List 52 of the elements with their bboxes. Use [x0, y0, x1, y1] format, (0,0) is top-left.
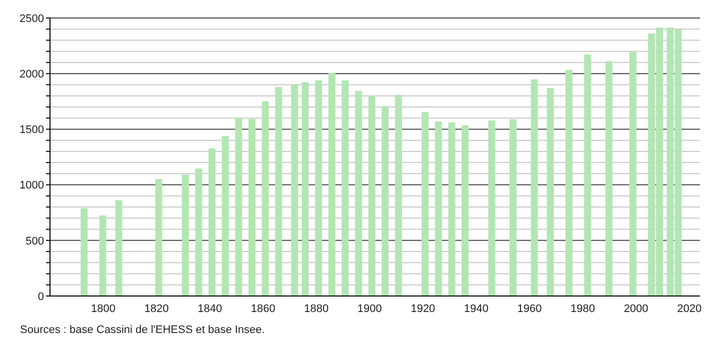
- bar: [355, 90, 362, 296]
- bar: [235, 118, 242, 296]
- bar: [530, 79, 538, 296]
- bar: [368, 96, 376, 296]
- bar: [195, 168, 202, 296]
- bar: [328, 72, 336, 296]
- bar: [510, 119, 517, 296]
- y-tick-label: 1000: [20, 180, 44, 192]
- x-tick-label: 1960: [517, 302, 542, 315]
- bar: [629, 52, 636, 296]
- y-tick-label: 500: [26, 235, 44, 248]
- bar: [275, 87, 282, 296]
- bar: [115, 200, 122, 296]
- bar: [605, 61, 612, 296]
- bar: [80, 208, 88, 296]
- bar: [448, 122, 456, 296]
- x-tick-label: 1920: [410, 302, 436, 315]
- bar: [155, 179, 162, 296]
- y-tick-label: 0: [38, 290, 44, 303]
- x-tick-label: 1980: [570, 302, 596, 315]
- x-tick-label: 1800: [91, 302, 116, 315]
- bar: [382, 106, 389, 296]
- bar: [302, 82, 309, 296]
- bar: [462, 125, 469, 296]
- y-tick-label: 2500: [20, 12, 44, 25]
- x-tick-label: 1860: [250, 302, 276, 315]
- bar: [182, 174, 189, 296]
- bar: [434, 122, 442, 296]
- bar: [565, 70, 572, 296]
- bar: [546, 88, 554, 296]
- bar: [315, 80, 322, 296]
- bar: [394, 94, 402, 296]
- bar: [422, 112, 429, 296]
- bar: [222, 136, 229, 296]
- y-tick-label: 1500: [20, 124, 44, 136]
- bar: [342, 80, 349, 296]
- bar: [248, 118, 256, 296]
- x-tick-label: 1880: [304, 302, 329, 315]
- x-tick-label: 2020: [677, 302, 702, 315]
- bar: [584, 54, 592, 296]
- y-tick-label: 2000: [20, 68, 44, 81]
- x-tick-label: 1940: [464, 302, 488, 315]
- x-tick-label: 1840: [198, 302, 222, 315]
- bar: [99, 215, 106, 296]
- bar: [208, 148, 216, 296]
- source-note: Sources : base Cassini de l'EHESS et base Insee.: [20, 324, 266, 336]
- bar: [291, 85, 298, 296]
- bar: [262, 101, 269, 296]
- x-tick-label: 2000: [624, 302, 648, 315]
- x-tick-label: 1820: [144, 302, 169, 315]
- x-tick-label: 1900: [357, 302, 382, 315]
- bar: [488, 120, 496, 296]
